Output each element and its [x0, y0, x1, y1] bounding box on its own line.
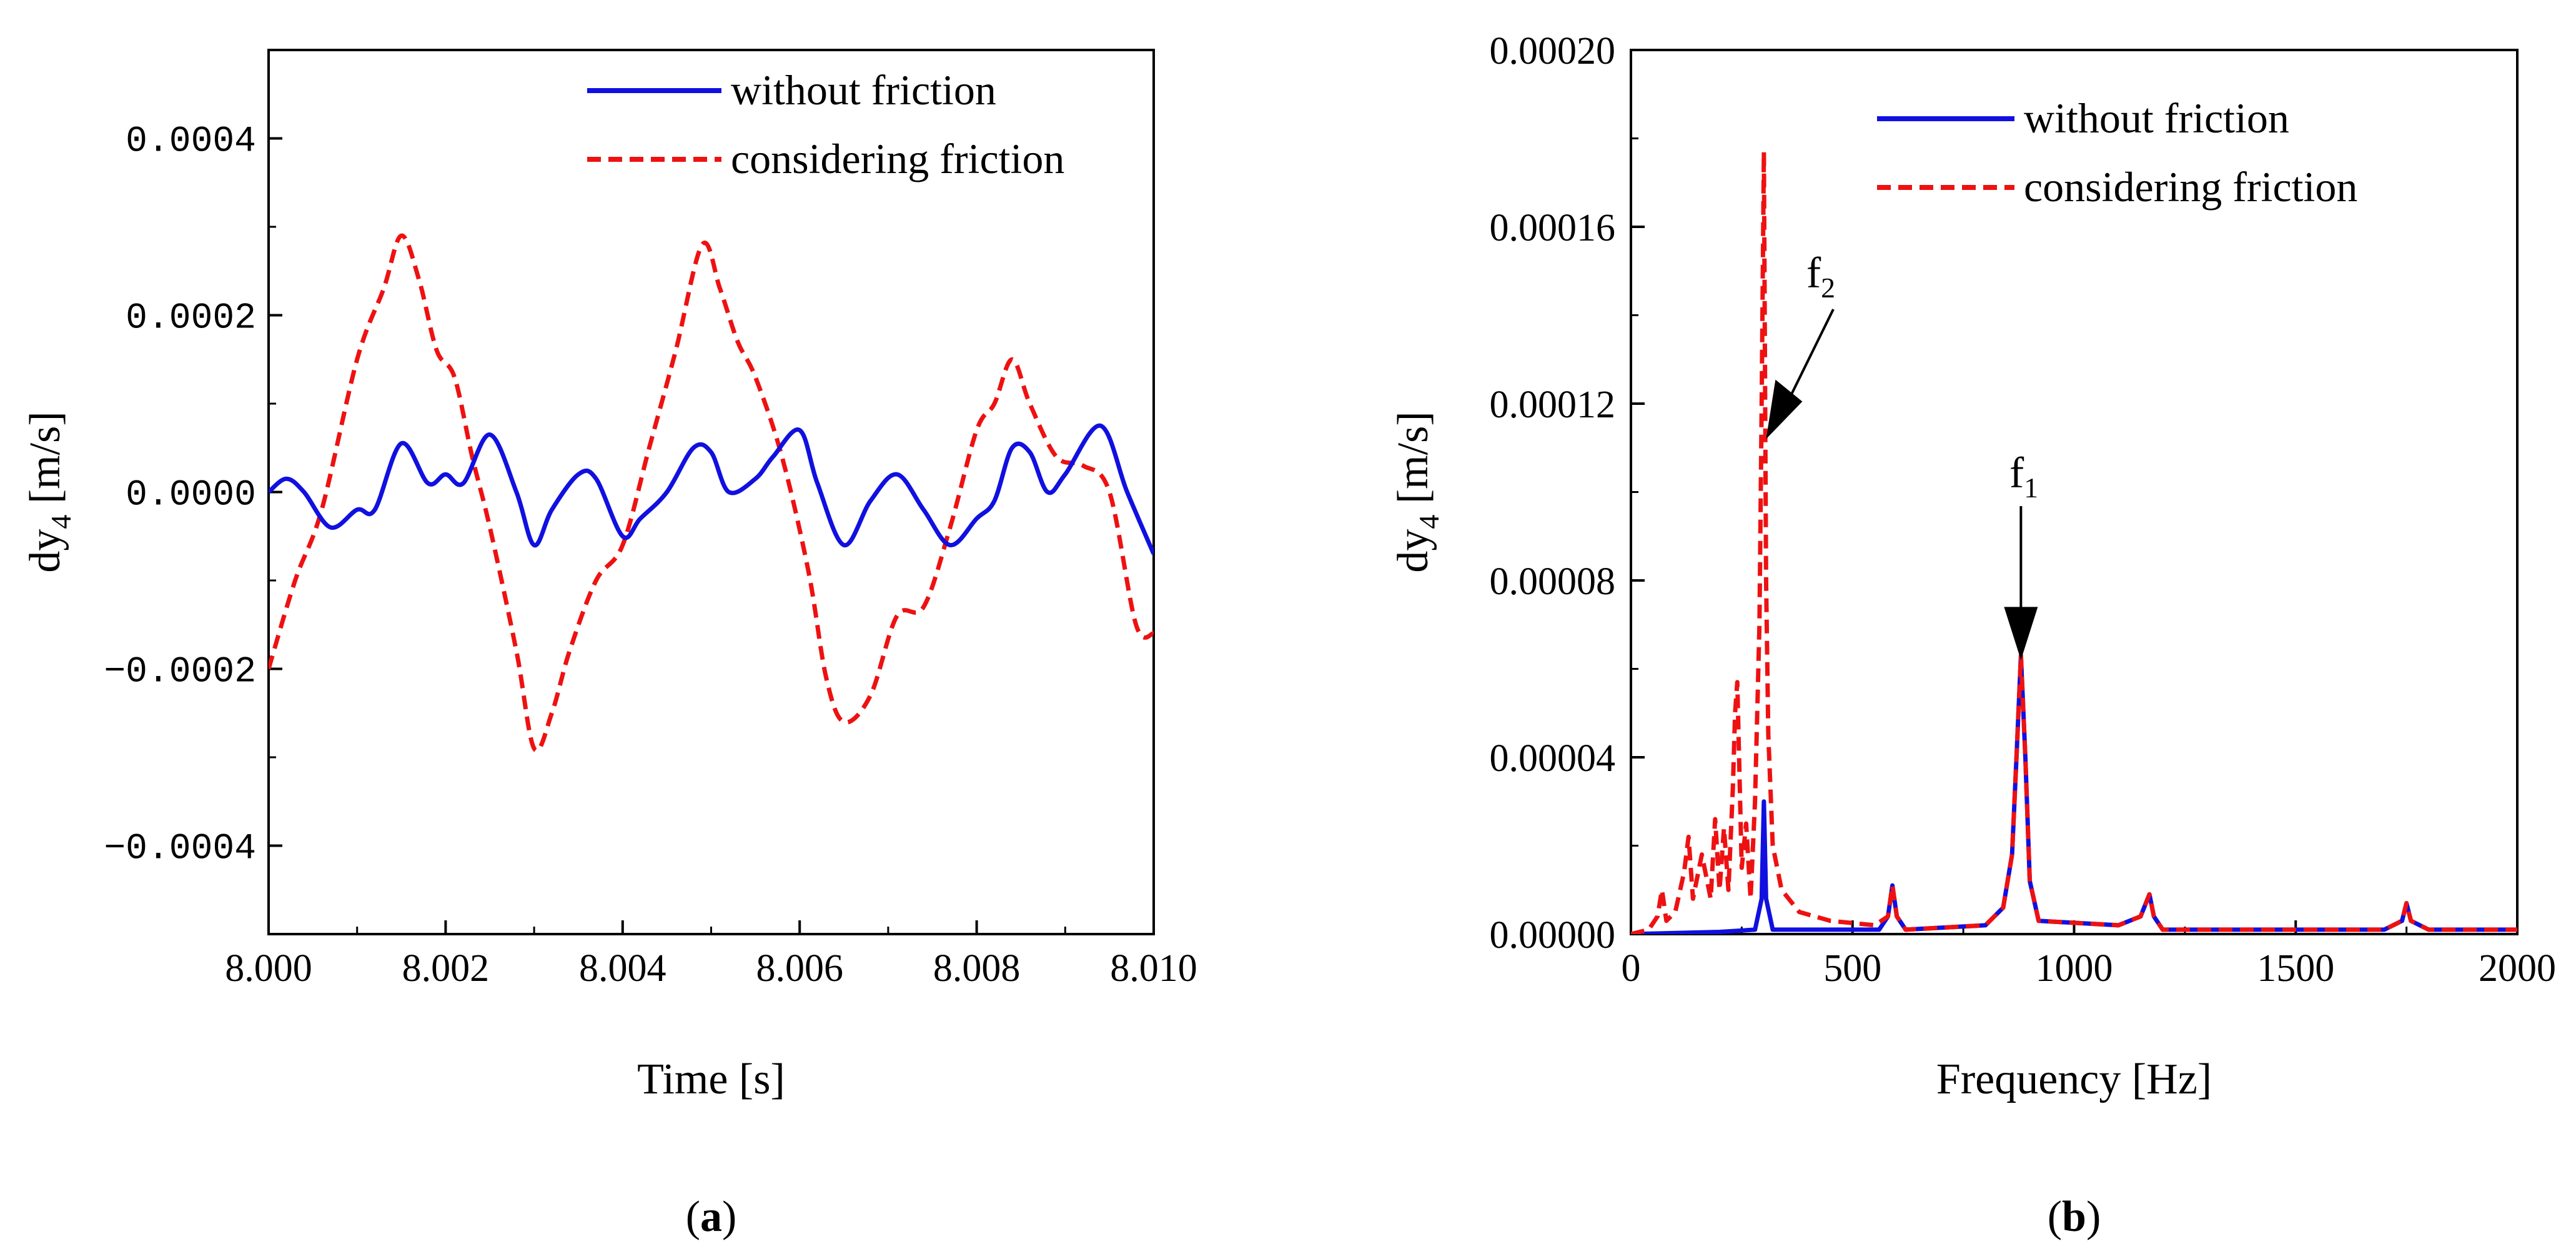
y-axis-label-main: dy	[21, 529, 69, 573]
series-line-considering-friction	[1631, 149, 2517, 934]
x-tick-label: 8.006	[756, 947, 843, 990]
annotation-f1-main: f	[2009, 449, 2024, 497]
panel-label-letter: a	[700, 1193, 722, 1241]
annotation-f1-sub: 1	[2024, 472, 2038, 504]
chart-panel-a: 8.000 8.002 8.004 8.006 8.008 8.010 −0.0004 −0.…	[21, 49, 1197, 1241]
series-line-without-friction	[269, 423, 1154, 555]
annotation-f1-arrow-head	[2004, 607, 2038, 660]
panel-label: (b)	[2048, 1193, 2101, 1241]
y-tick-label: −0.0004	[104, 829, 256, 870]
y-axis-label-unit: [m/s]	[21, 411, 69, 514]
y-axis-label: dy4 [m/s]	[1389, 411, 1445, 572]
y-tick-label: 0.00016	[1490, 207, 1616, 249]
x-axis-label: Time [s]	[637, 1055, 785, 1103]
plot-frame	[267, 49, 1155, 935]
legend-label-considering-friction: considering friction	[731, 135, 1064, 182]
panel-label-close: )	[2086, 1193, 2101, 1241]
x-tick-label: 2000	[2479, 947, 2556, 990]
y-axis-label-subscript: 4	[1413, 515, 1445, 529]
x-tick-label: 8.010	[1110, 947, 1197, 990]
y-axis-label-unit: [m/s]	[1389, 411, 1437, 514]
legend-label-considering-friction: considering friction	[2024, 163, 2357, 211]
annotation-f2-main: f	[1806, 249, 1821, 297]
legend: without friction considering friction	[587, 66, 1064, 182]
panel-label-open: (	[2048, 1193, 2062, 1241]
legend-label-without-friction: without friction	[731, 66, 996, 114]
y-tick-label: 0.00004	[1490, 737, 1616, 780]
y-tick-label: 0.0000	[126, 475, 256, 516]
x-tick-label: 8.008	[933, 947, 1021, 990]
y-tick-label: 0.00008	[1490, 560, 1616, 603]
y-tick-label: 0.00020	[1490, 30, 1616, 72]
annotation-f2-arrow-shaft	[1783, 309, 1835, 409]
series-line-without-friction	[1631, 653, 2517, 934]
x-tick-label: 8.000	[225, 947, 312, 990]
x-tick-label: 1500	[2257, 947, 2334, 990]
x-tick-label: 8.002	[402, 947, 490, 990]
y-tick-label: 0.0004	[126, 122, 256, 162]
series-group	[269, 233, 1154, 753]
panel-label: (a)	[686, 1193, 737, 1241]
chart-panel-b: 0 500 1000 1500 2000 0.00000 0.00004 0.00008 0.0…	[1389, 30, 2556, 1241]
annotation-f2-arrow-head	[1766, 379, 1803, 439]
x-tick-label: 500	[1823, 947, 1881, 990]
annotation-f1-label: f1	[2009, 449, 2038, 504]
annotation-f2-label: f2	[1806, 249, 1835, 304]
y-tick-label: 0.00000	[1490, 914, 1616, 957]
panel-label-close: )	[722, 1193, 736, 1241]
legend: without friction considering friction	[1877, 94, 2357, 211]
series-group	[1631, 149, 2517, 934]
y-tick-label: 0.00012	[1490, 384, 1616, 426]
x-axis-label: Frequency [Hz]	[1936, 1055, 2212, 1103]
panel-label-letter: b	[2062, 1193, 2086, 1241]
annotation-f2-sub: 2	[1821, 272, 1835, 304]
y-tick-label: −0.0002	[104, 652, 256, 693]
y-tick-label: 0.0002	[126, 299, 256, 339]
x-tick-label: 0	[1622, 947, 1641, 990]
y-axis-label-main: dy	[1389, 529, 1437, 573]
x-tick-label: 8.004	[579, 947, 666, 990]
y-axis-label: dy4 [m/s]	[21, 411, 77, 572]
y-axis-label-subscript: 4	[45, 515, 77, 529]
panel-label-open: (	[686, 1193, 700, 1241]
x-tick-label: 1000	[2036, 947, 2113, 990]
legend-label-without-friction: without friction	[2024, 94, 2289, 142]
series-line-considering-friction	[269, 233, 1154, 753]
